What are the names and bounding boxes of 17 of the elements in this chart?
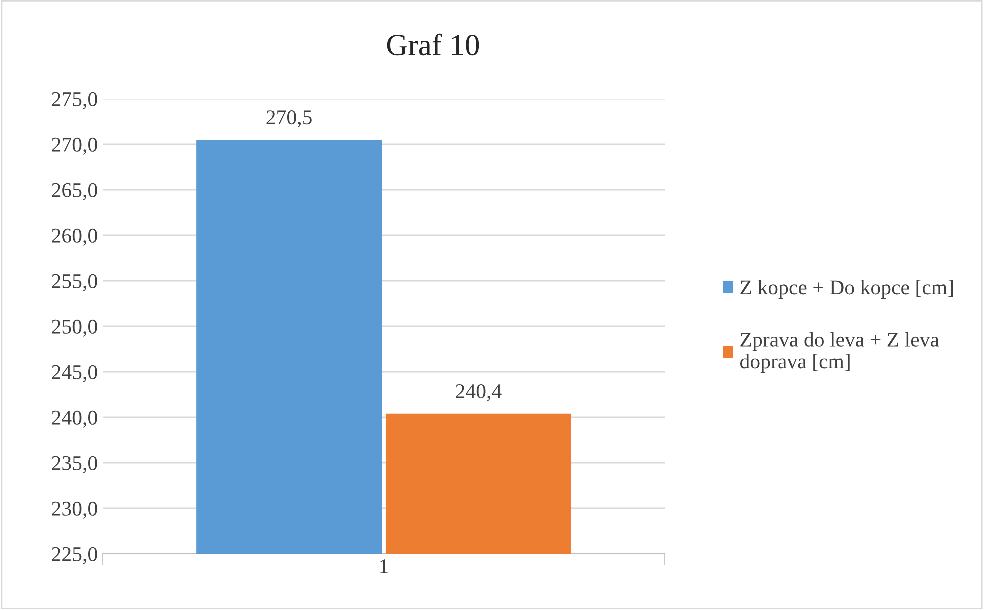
legend-label: Zprava do leva + Z leva doprava [cm]: [740, 332, 940, 373]
y-tick-label: 270,0: [52, 138, 98, 155]
x-tick-label: 1: [380, 560, 388, 574]
y-tick-label: 240,0: [52, 410, 98, 428]
data-label: 240,4: [456, 384, 502, 402]
y-tick-label: 245,0: [52, 365, 98, 382]
chart-title: Graf 10: [387, 34, 480, 56]
data-label: 270,5: [266, 110, 312, 128]
y-tick-label: 230,0: [52, 502, 98, 519]
y-tick-label: 265,0: [52, 183, 98, 200]
y-tick-label: 235,0: [52, 456, 98, 474]
y-tick-label: 260,0: [52, 228, 98, 246]
legend-label: Z kopce + Do kopce [cm]: [740, 280, 954, 299]
y-tick-label: 275,0: [52, 92, 98, 110]
y-tick-label: 225,0: [52, 547, 98, 564]
y-tick-label: 250,0: [52, 320, 98, 337]
y-tick-label: 255,0: [52, 274, 98, 292]
